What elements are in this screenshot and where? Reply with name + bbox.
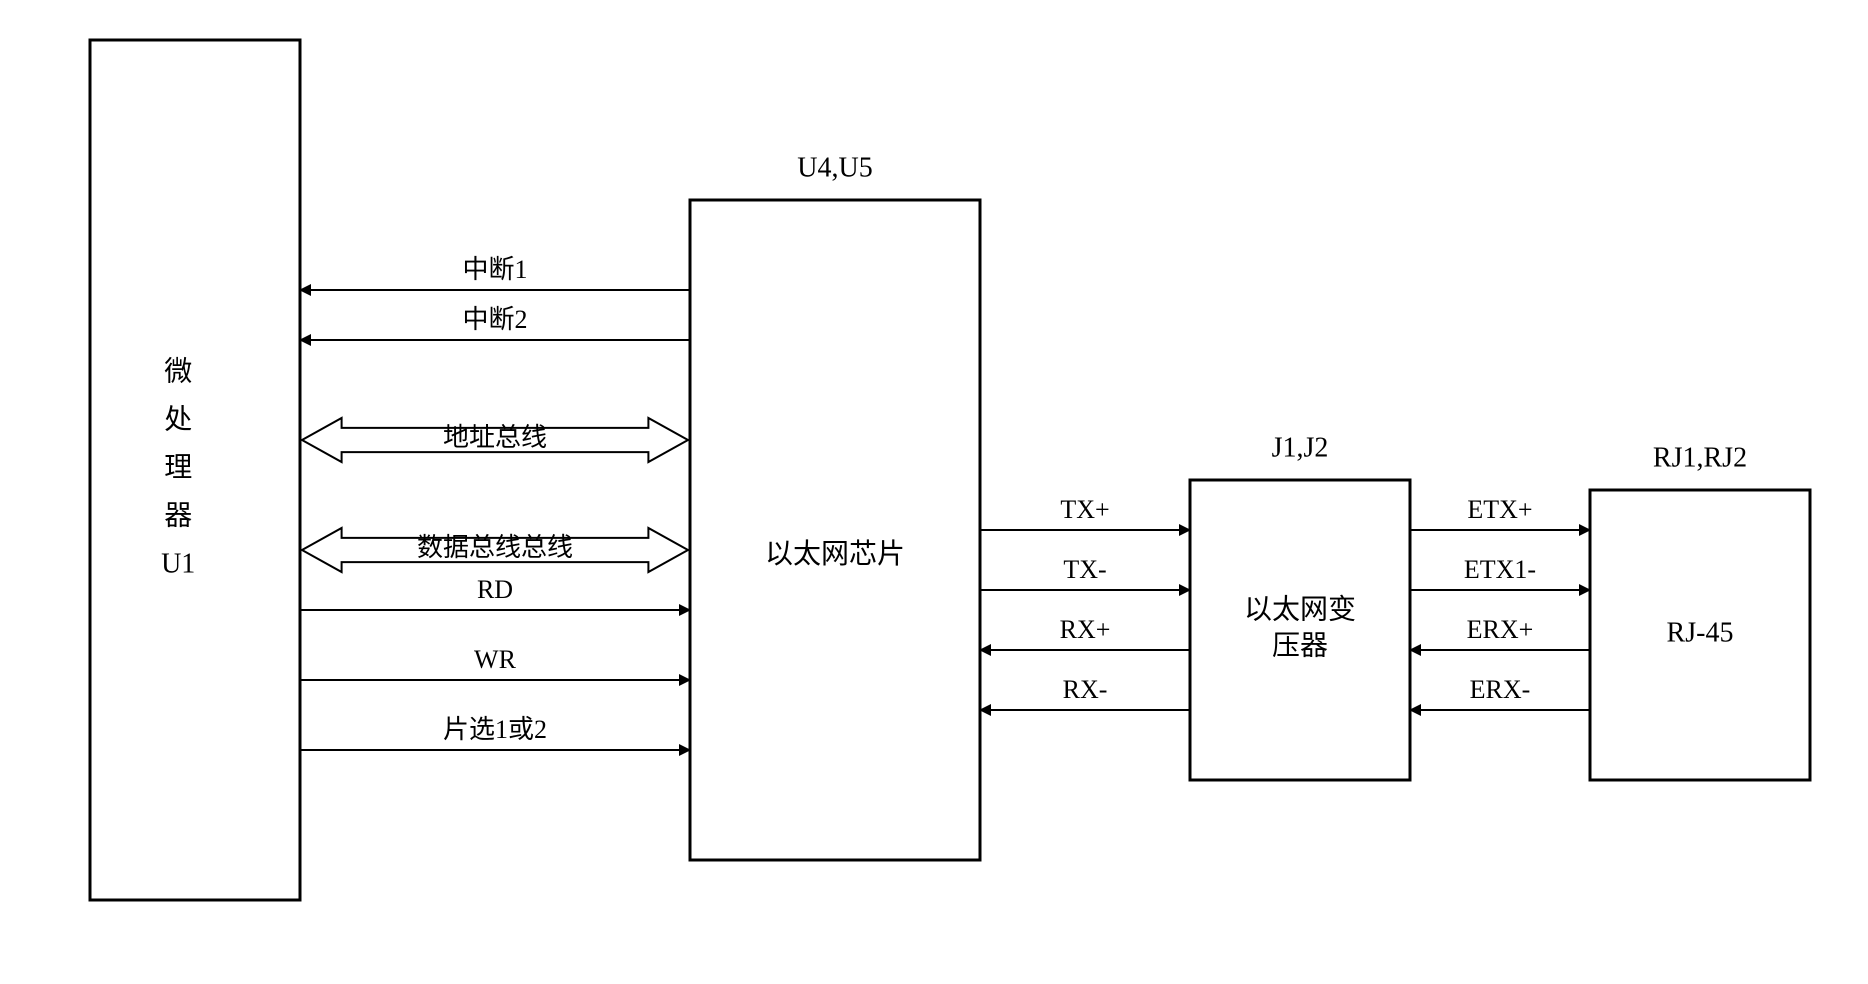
node-u1-label: U1 [161, 548, 195, 579]
diagram-canvas: 微处理器 U1 U4,U5 以太网芯片 J1,J2 以太网变压器 RJ1,RJ2 RJ-45 中… [0, 0, 1868, 984]
node-u1-label: 微 [164, 355, 192, 387]
arrow-mid-0-label: TX+ [1060, 495, 1109, 524]
node-u1-label: 器 [164, 500, 192, 531]
arrow-left-0-label: 中断1 [462, 255, 527, 284]
arrow-mid-1-label: TX- [1063, 555, 1106, 584]
node-j12-label: 压器 [1272, 630, 1328, 661]
arrow-mid-2-label: RX+ [1060, 615, 1111, 644]
node-j12-label: 以太网变 [1244, 593, 1356, 625]
node-ethernet-transformer: J1,J2 以太网变压器 [1190, 432, 1410, 780]
arrow-left-3-label: 数据总线总线 [417, 533, 573, 562]
arrow-left-6-label: 片选1或2 [443, 715, 547, 744]
arrow-right-0-label: ETX+ [1467, 495, 1532, 524]
arrow-right-1-label: ETX1- [1464, 555, 1536, 584]
node-rj-ref: RJ1,RJ2 [1653, 442, 1747, 473]
arrow-left-4-label: RD [477, 575, 513, 604]
arrow-right-2-label: ERX+ [1467, 615, 1534, 644]
node-j12-ref: J1,J2 [1272, 432, 1329, 463]
arrow-mid-3-label: RX- [1063, 675, 1108, 704]
node-microprocessor: 微处理器 U1 [90, 40, 300, 900]
arrow-left-1-label: 中断2 [462, 305, 527, 334]
node-ethernet-chip: U4,U5 以太网芯片 [690, 152, 980, 860]
arrow-right-3-label: ERX- [1470, 675, 1531, 704]
arrow-left-5-label: WR [474, 645, 517, 674]
node-u1-label: 理 [164, 452, 192, 483]
node-rj45: RJ1,RJ2 RJ-45 [1590, 442, 1810, 780]
node-rj-label: RJ-45 [1667, 617, 1734, 648]
node-u45-label: 以太网芯片 [765, 538, 905, 570]
node-u45-ref: U4,U5 [797, 152, 872, 183]
node-u1-label: 处 [164, 403, 192, 435]
arrow-left-2-label: 地址总线 [443, 423, 547, 452]
